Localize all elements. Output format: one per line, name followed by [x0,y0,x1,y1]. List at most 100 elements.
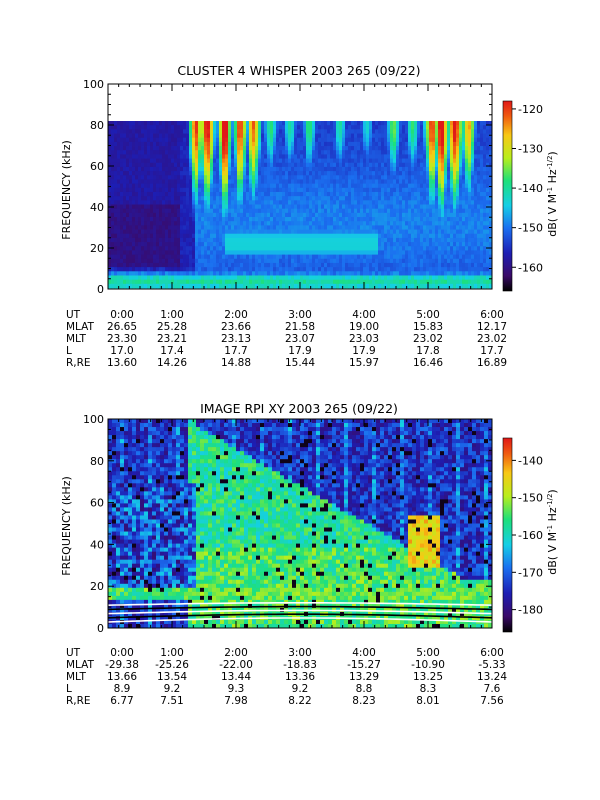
ephemeris-value: -22.00 [219,659,253,671]
ephemeris-value: 17.7 [224,345,247,357]
panel2-colorbar-ticks: -140 -150 -160 -170 -180 [512,454,543,617]
ephemeris-value: 19.00 [349,321,379,333]
panel2-colorbar-label: dB( V M-1 Hz-1/2) [546,489,559,574]
ephemeris-value: -15.27 [347,659,381,671]
colorbar-tick-label: -140 [518,454,543,467]
ephemeris-label-l: L [66,345,72,357]
ephemeris-value: 1:00 [160,647,184,659]
panel2-spectrogram-image [107,419,493,629]
ephemeris-value: 8.01 [416,695,439,707]
ephemeris-label-mlat: MLAT [66,321,95,333]
panel2-x-axis [107,419,493,628]
ephemeris-value: 23.21 [157,333,187,345]
y-tick-label: 20 [90,580,104,593]
colorbar-tick-label: -160 [518,529,543,542]
ephemeris-value: 23.03 [349,333,379,345]
y-tick-label: 80 [90,455,104,468]
ephemeris-value: 6:00 [480,309,504,321]
ephemeris-value: 5:00 [416,309,440,321]
ephemeris-label-mlt: MLT [66,333,86,345]
panel-cluster-whisper: CLUSTER 4 WHISPER 2003 265 (09/22) FREQU… [60,63,559,369]
panel2-ylabel: FREQUENCY (kHz) [60,476,73,576]
ephemeris-value: 15.44 [285,357,315,369]
ephemeris-value: 6:00 [480,647,504,659]
ephemeris-value: -5.33 [478,659,505,671]
ephemeris-value: 9.2 [292,683,309,695]
ephemeris-value: 21.58 [285,321,315,333]
ephemeris-value: -18.83 [283,659,317,671]
y-tick-label: 100 [83,413,104,426]
ephemeris-value: -29.38 [105,659,139,671]
panel1-x-axis [107,84,493,289]
panel-image-rpi: IMAGE RPI XY 2003 265 (09/22) FREQUENCY … [60,401,559,707]
panel1-spectrogram-image [108,121,493,289]
ephemeris-value: 26.65 [107,321,137,333]
y-tick-label: 60 [90,497,104,510]
ephemeris-value: 17.8 [416,345,439,357]
ephemeris-value: 4:00 [352,309,376,321]
panel1-colorbar [502,100,513,292]
ephemeris-value: 17.0 [110,345,133,357]
panel1-title: CLUSTER 4 WHISPER 2003 265 (09/22) [177,63,420,78]
ephemeris-value: 13.36 [285,671,315,683]
ephemeris-value: 7.98 [224,695,247,707]
ephemeris-value: 2:00 [224,309,248,321]
ephemeris-label-mlt: MLT [66,671,86,683]
ephemeris-value: 0:00 [110,309,134,321]
ephemeris-value: 17.4 [160,345,184,357]
y-tick-label: 40 [90,201,104,214]
colorbar-tick-label: -180 [518,604,543,617]
y-tick-label: 60 [90,160,104,173]
colorbar-tick-label: -160 [518,261,543,274]
panel1-y-axis: 0 20 40 60 80 100 [83,78,492,296]
ephemeris-value: 25.28 [157,321,187,333]
colorbar-tick-label: -150 [518,492,543,505]
panel1-colorbar-label: dB( V M-1 Hz-1/2) [546,151,559,236]
ephemeris-value: 13.54 [157,671,187,683]
ephemeris-value: 23.02 [413,333,443,345]
ephemeris-value: 17.9 [288,345,311,357]
ephemeris-value: 13.60 [107,357,137,369]
ephemeris-value: 17.9 [352,345,375,357]
ephemeris-value: 9.3 [228,683,245,695]
ephemeris-value: 8.9 [114,683,131,695]
panel1-ylabel: FREQUENCY (kHz) [60,140,73,240]
ephemeris-value: 2:00 [224,647,248,659]
y-tick-label: 0 [97,622,104,635]
ephemeris-value: 13.24 [477,671,507,683]
ephemeris-value: 5:00 [416,647,440,659]
ephemeris-value: 23.13 [221,333,251,345]
ephemeris-value: 0:00 [110,647,134,659]
ephemeris-value: 13.66 [107,671,137,683]
ephemeris-value: 14.26 [157,357,187,369]
ephemeris-value: 3:00 [288,309,312,321]
colorbar-tick-label: -150 [518,222,543,235]
ephemeris-value: 6.77 [110,695,133,707]
colorbar-tick-label: -130 [518,143,543,156]
colorbar-tick-label: -170 [518,566,543,579]
ephemeris-value: 16.89 [477,357,507,369]
ephemeris-label-r: R,RE [66,357,91,369]
ephemeris-value: 7.6 [484,683,501,695]
ephemeris-label-l: L [66,683,72,695]
ephemeris-label-r: R,RE [66,695,91,707]
ephemeris-value: 23.02 [477,333,507,345]
panel2-colorbar [502,437,513,633]
panel1-ephemeris: UT MLAT MLT L R,RE 0:0026.6523.3017.013.… [66,309,507,369]
ephemeris-value: 1:00 [160,309,184,321]
ephemeris-value: 16.46 [413,357,443,369]
panel2-y-axis: 0 20 40 60 80 100 [83,413,492,635]
ephemeris-value: 14.88 [221,357,251,369]
ephemeris-value: 15.97 [349,357,379,369]
panel2-ephemeris: UT MLAT MLT L R,RE 0:00-29.3813.668.96.7… [66,647,507,707]
ephemeris-value: 8.23 [352,695,375,707]
ephemeris-value: 9.2 [164,683,181,695]
y-tick-label: 20 [90,242,104,255]
ephemeris-label-ut: UT [66,647,81,659]
ephemeris-label-ut: UT [66,309,81,321]
ephemeris-value: 3:00 [288,647,312,659]
y-tick-label: 100 [83,78,104,91]
ephemeris-value: -10.90 [411,659,445,671]
ephemeris-value: 15.83 [413,321,443,333]
